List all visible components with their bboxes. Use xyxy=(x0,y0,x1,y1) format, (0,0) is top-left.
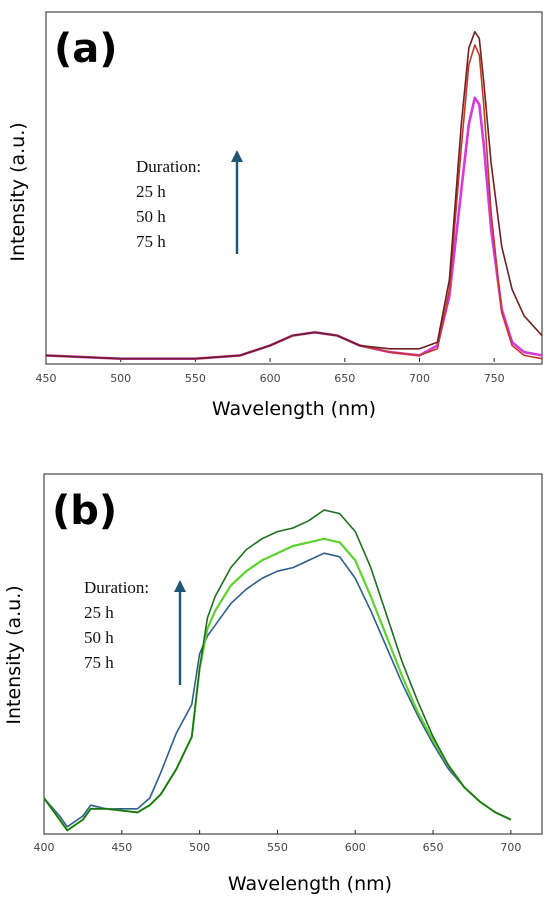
panel-b-legend-title: Duration: xyxy=(84,578,149,597)
panel-a-x-tick-label: 500 xyxy=(110,372,131,385)
panel-b-label: (b) xyxy=(52,488,117,534)
panel-a-x-tick-label: 700 xyxy=(409,372,430,385)
panel-b: (b) 400 450 500 550 600 650 700 Wavelength (nm… xyxy=(3,473,543,895)
panel-b-x-tick-label: 450 xyxy=(111,841,132,854)
panel-b-x-tick-label: 550 xyxy=(267,841,288,854)
panel-a-label: (a) xyxy=(54,26,118,72)
panel-a: (a) 450 500 550 600 650 700 750 Wavelength (nm… xyxy=(7,11,543,420)
panel-a-legend-entry-25h: 25 h xyxy=(136,182,166,201)
panel-b-x-tick-label: 600 xyxy=(345,841,366,854)
panel-b-y-axis-title: Intensity (a.u.) xyxy=(3,585,25,724)
panel-b-series xyxy=(43,509,512,832)
panel-b-legend-entry-25h: 25 h xyxy=(84,603,114,622)
panel-a-legend-entry-75h: 75 h xyxy=(136,232,166,251)
panel-b-series-line-3 xyxy=(43,509,512,832)
panel-a-x-tick-label: 650 xyxy=(334,372,355,385)
panel-a-x-tick-label: 450 xyxy=(36,372,57,385)
panel-b-x-tick-label: 400 xyxy=(34,841,55,854)
panel-a-legend-entry-50h: 50 h xyxy=(136,207,166,226)
panel-b-x-tick-label: 700 xyxy=(500,841,521,854)
panel-b-x-tick-label: 500 xyxy=(189,841,210,854)
panel-a-x-tick-label: 550 xyxy=(185,372,206,385)
panel-b-plot-frame xyxy=(43,473,543,835)
panel-a-series-line-2 xyxy=(45,44,543,360)
panel-a-series-line-3 xyxy=(45,31,543,360)
panel-b-x-ticks: 400 450 500 550 600 650 700 xyxy=(34,830,521,854)
panel-a-series xyxy=(45,31,543,360)
panel-b-arrow-head-icon xyxy=(174,580,186,592)
panel-b-legend-entry-50h: 50 h xyxy=(84,628,114,647)
panel-b-x-tick-label: 650 xyxy=(423,841,444,854)
panel-b-legend-entry-75h: 75 h xyxy=(84,653,114,672)
panel-a-x-axis-title: Wavelength (nm) xyxy=(212,398,376,420)
panel-a-x-tick-label: 600 xyxy=(260,372,281,385)
panel-a-series-line-1 xyxy=(45,96,543,360)
panel-a-plot-frame xyxy=(45,11,543,365)
panel-b-x-axis-title: Wavelength (nm) xyxy=(228,873,392,895)
panel-a-arrow-head-icon xyxy=(231,150,243,162)
panel-a-x-ticks: 450 500 550 600 650 700 750 xyxy=(36,358,505,385)
panel-a-y-axis-title: Intensity (a.u.) xyxy=(7,122,29,261)
panel-b-legend: Duration: 25 h 50 h 75 h xyxy=(84,578,186,685)
panel-a-legend-title: Duration: xyxy=(136,157,201,176)
panel-a-legend: Duration: 25 h 50 h 75 h xyxy=(136,150,243,254)
panel-a-x-tick-label: 750 xyxy=(484,372,505,385)
panel-b-series-line-1 xyxy=(43,552,512,828)
